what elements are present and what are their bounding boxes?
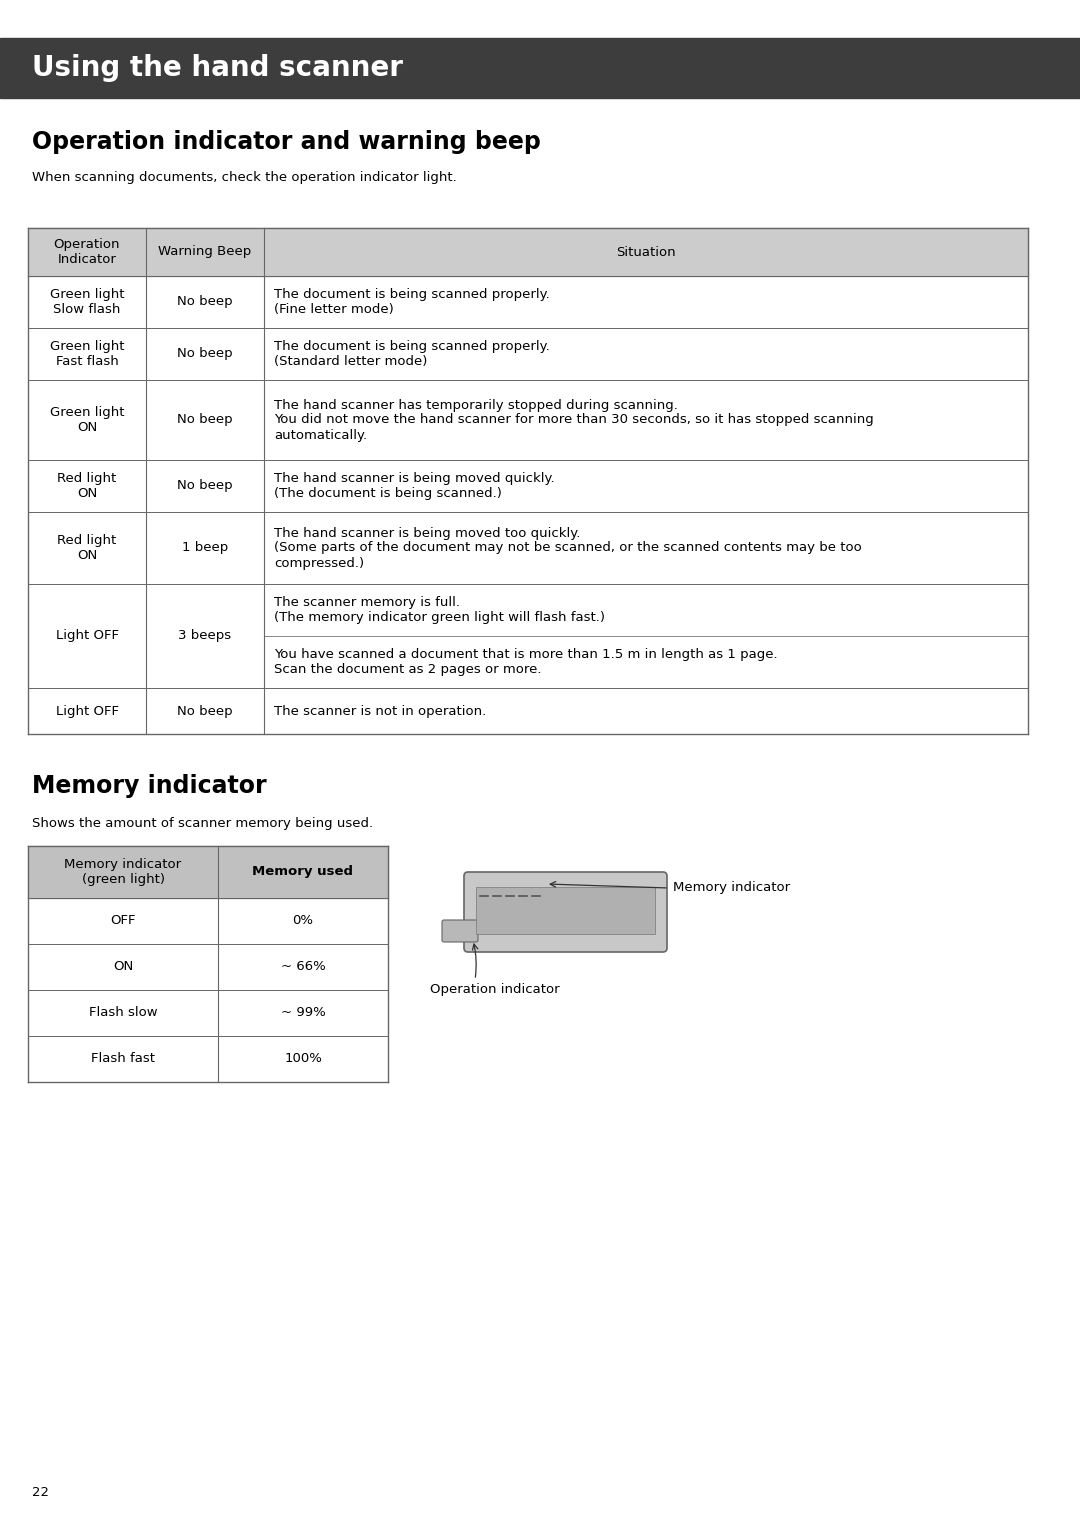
Bar	[0, 38, 1080, 98]
Text: When scanning documents, check the operation indicator light.: When scanning documents, check the opera…	[32, 171, 457, 185]
Text: 100%: 100%	[284, 1053, 322, 1065]
Bar	[28, 944, 388, 990]
Text: The scanner is not in operation.: The scanner is not in operation.	[274, 704, 486, 718]
Text: Operation indicator and warning beep: Operation indicator and warning beep	[32, 130, 541, 154]
Text: No beep: No beep	[177, 295, 233, 309]
Circle shape	[639, 920, 650, 932]
Text: Light OFF: Light OFF	[55, 630, 119, 642]
Text: No beep: No beep	[177, 704, 233, 718]
Text: Green light
ON: Green light ON	[50, 406, 124, 434]
Bar	[28, 688, 1028, 733]
Text: You have scanned a document that is more than 1.5 m in length as 1 page.
Scan th: You have scanned a document that is more…	[274, 648, 778, 675]
Text: Memory indicator: Memory indicator	[32, 775, 267, 798]
Text: 0%: 0%	[293, 914, 313, 927]
Bar	[28, 898, 388, 944]
Text: Flash fast: Flash fast	[91, 1053, 156, 1065]
Bar	[28, 329, 1028, 380]
Text: The scanner memory is full.
(The memory indicator green light will flash fast.): The scanner memory is full. (The memory …	[274, 596, 605, 623]
Text: Light OFF: Light OFF	[55, 704, 119, 718]
Text: ON: ON	[113, 961, 133, 973]
Text: 1 beep: 1 beep	[181, 541, 228, 555]
Text: Shows the amount of scanner memory being used.: Shows the amount of scanner memory being…	[32, 817, 373, 831]
Bar	[28, 277, 1028, 329]
Bar	[476, 886, 654, 934]
Circle shape	[623, 920, 635, 932]
Text: The document is being scanned properly.
(Standard letter mode): The document is being scanned properly. …	[274, 341, 550, 368]
Text: 22: 22	[32, 1485, 49, 1499]
FancyBboxPatch shape	[464, 872, 667, 952]
Text: The document is being scanned properly.
(Fine letter mode): The document is being scanned properly. …	[274, 287, 550, 316]
Text: The hand scanner is being moved too quickly.
(Some parts of the document may not: The hand scanner is being moved too quic…	[274, 527, 862, 570]
Text: Memory indicator
(green light): Memory indicator (green light)	[65, 859, 181, 886]
Bar	[28, 990, 388, 1036]
Text: Red light
ON: Red light ON	[57, 533, 117, 562]
Text: Warning Beep: Warning Beep	[159, 246, 252, 258]
Bar	[28, 380, 1028, 460]
Bar	[28, 512, 1028, 584]
Bar	[28, 460, 1028, 512]
Text: The hand scanner has temporarily stopped during scanning.
You did not move the h: The hand scanner has temporarily stopped…	[274, 399, 874, 442]
Text: 3 beeps: 3 beeps	[178, 630, 231, 642]
Text: Situation: Situation	[617, 246, 676, 258]
Text: Memory used: Memory used	[253, 865, 353, 879]
Text: Memory indicator: Memory indicator	[673, 882, 791, 894]
Text: ~ 66%: ~ 66%	[281, 961, 325, 973]
Text: Using the hand scanner: Using the hand scanner	[32, 53, 403, 83]
Text: OFF: OFF	[110, 914, 136, 927]
Text: Green light
Slow flash: Green light Slow flash	[50, 287, 124, 316]
Bar	[28, 584, 1028, 688]
FancyBboxPatch shape	[442, 920, 478, 941]
Text: Green light
Fast flash: Green light Fast flash	[50, 341, 124, 368]
Text: Operation
Indicator: Operation Indicator	[54, 238, 120, 266]
Bar	[28, 228, 1028, 277]
Text: No beep: No beep	[177, 414, 233, 426]
Text: Flash slow: Flash slow	[89, 1007, 158, 1019]
Text: ~ 99%: ~ 99%	[281, 1007, 325, 1019]
Text: Operation indicator: Operation indicator	[430, 984, 559, 996]
Bar	[28, 847, 388, 898]
Bar	[28, 1036, 388, 1082]
Circle shape	[607, 920, 619, 932]
Text: Red light
ON: Red light ON	[57, 472, 117, 500]
Text: No beep: No beep	[177, 347, 233, 361]
Text: The hand scanner is being moved quickly.
(The document is being scanned.): The hand scanner is being moved quickly.…	[274, 472, 555, 500]
Text: No beep: No beep	[177, 480, 233, 492]
